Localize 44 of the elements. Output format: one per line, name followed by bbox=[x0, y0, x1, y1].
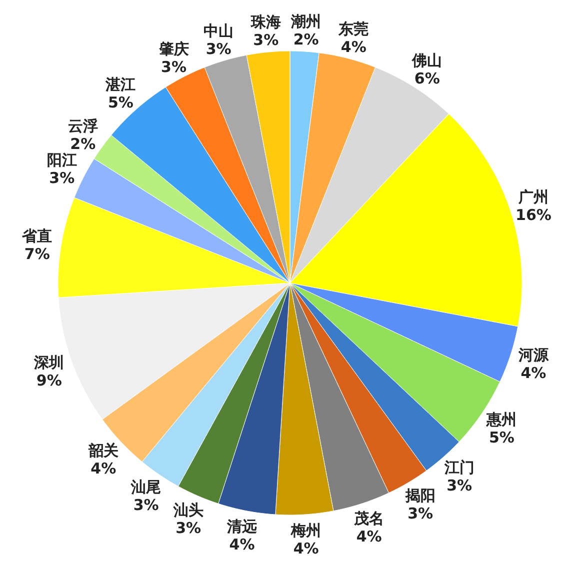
data-label: 5% bbox=[488, 428, 514, 446]
slice-label: 江门 bbox=[443, 458, 474, 476]
data-label: 3% bbox=[206, 40, 232, 58]
data-label: 4% bbox=[356, 528, 382, 546]
slice-label: 揭阳 bbox=[404, 486, 436, 504]
slice-label: 广州 bbox=[517, 188, 548, 206]
data-label: 4% bbox=[229, 535, 255, 554]
slice-label: 汕头 bbox=[172, 501, 204, 520]
data-label: 7% bbox=[24, 245, 50, 264]
slice-label: 河源 bbox=[517, 346, 550, 364]
data-label: 3% bbox=[176, 519, 202, 538]
data-label: 9% bbox=[36, 371, 62, 390]
slice-label: 东莞 bbox=[338, 20, 369, 38]
data-label: 4% bbox=[520, 364, 546, 382]
slice-label: 汕尾 bbox=[130, 478, 162, 496]
slice-label: 云浮 bbox=[68, 117, 98, 136]
slice-label: 佛山 bbox=[411, 52, 442, 70]
data-label: 3% bbox=[133, 496, 159, 514]
slice-label: 惠州 bbox=[486, 410, 517, 428]
data-label: 3% bbox=[408, 504, 434, 522]
data-label: 4% bbox=[340, 38, 366, 56]
data-label: 6% bbox=[414, 70, 440, 88]
slice-label: 茂名 bbox=[353, 510, 384, 528]
data-label: 2% bbox=[70, 135, 96, 154]
data-label: 2% bbox=[293, 30, 319, 48]
slice-label: 潮州 bbox=[290, 12, 322, 30]
slice-label: 珠海 bbox=[250, 13, 281, 32]
data-label: 3% bbox=[49, 169, 75, 188]
slice-label: 肇庆 bbox=[158, 40, 189, 58]
data-label: 4% bbox=[293, 540, 319, 558]
slice-label: 清远 bbox=[226, 517, 258, 536]
slice-label: 阳江 bbox=[46, 151, 77, 170]
slice-label: 中山 bbox=[204, 22, 234, 40]
slice-label: 湛江 bbox=[104, 76, 136, 94]
data-label: 3% bbox=[161, 58, 187, 76]
slice-label: 省直 bbox=[21, 227, 52, 246]
data-label: 16% bbox=[516, 206, 552, 224]
slice-label: 深圳 bbox=[33, 353, 64, 372]
slice-label: 韶关 bbox=[87, 442, 118, 460]
data-label: 5% bbox=[108, 94, 134, 112]
slice-label: 梅州 bbox=[290, 522, 322, 540]
data-label: 4% bbox=[90, 460, 116, 478]
data-label: 3% bbox=[446, 476, 472, 494]
data-label: 3% bbox=[253, 31, 279, 50]
